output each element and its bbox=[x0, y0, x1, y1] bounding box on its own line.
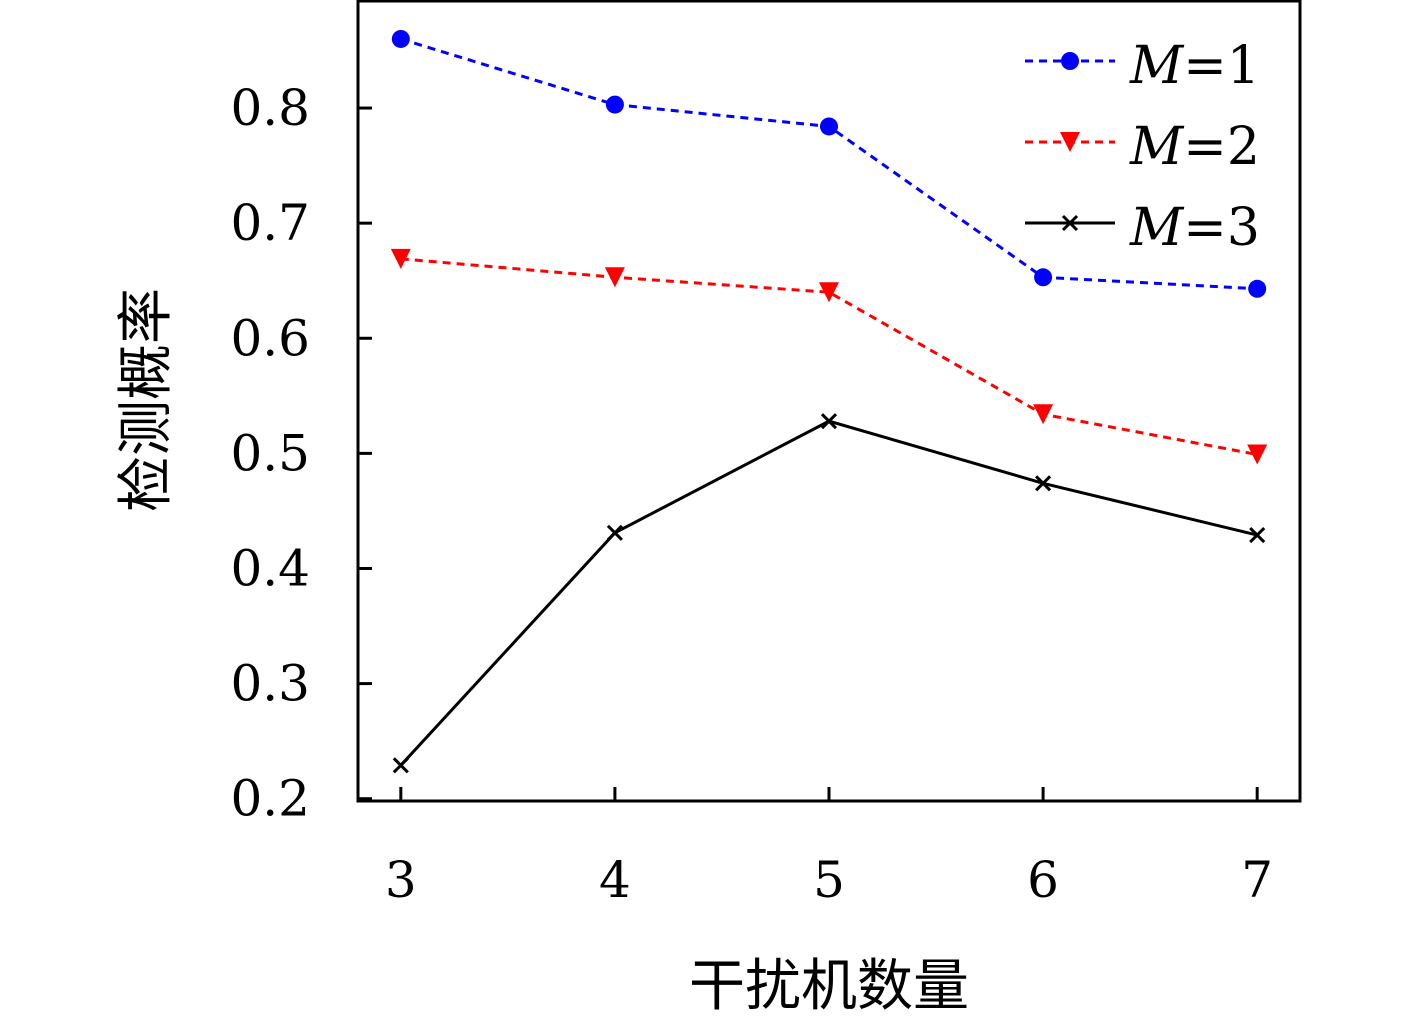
x-tick-label: 5 bbox=[813, 851, 845, 909]
legend-marker bbox=[1060, 132, 1080, 152]
x-axis-label: 干扰机数量 bbox=[689, 954, 969, 1017]
data-point bbox=[391, 29, 410, 48]
legend-label: M=1 bbox=[1129, 36, 1260, 96]
legend-marker bbox=[1061, 214, 1079, 232]
series-3 bbox=[392, 413, 1266, 774]
legend-entry-3: M=3 bbox=[1025, 198, 1260, 258]
y-axis-label: 检测概率 bbox=[114, 288, 179, 512]
data-point bbox=[820, 117, 838, 136]
legend-entry-2: M=2 bbox=[1025, 117, 1260, 177]
series-line bbox=[399, 419, 1258, 767]
data-point bbox=[605, 95, 624, 114]
y-tick-label: 0.6 bbox=[230, 309, 310, 367]
legend-entry-1: M=1 bbox=[1025, 36, 1260, 96]
y-tick-label: 0.3 bbox=[230, 655, 310, 713]
legend-marker bbox=[1061, 52, 1079, 70]
y-tick-label: 0.8 bbox=[230, 79, 310, 137]
data-point bbox=[390, 248, 411, 269]
data-point bbox=[1034, 268, 1053, 287]
y-tick-label: 0.5 bbox=[230, 424, 310, 482]
legend-label: M=3 bbox=[1129, 198, 1260, 258]
data-point bbox=[820, 413, 838, 430]
x-tick-label: 4 bbox=[599, 851, 631, 909]
legend-label: M=2 bbox=[1129, 117, 1260, 177]
y-tick-label: 0.4 bbox=[230, 539, 310, 597]
data-point bbox=[392, 757, 409, 774]
x-tick-label: 7 bbox=[1241, 851, 1273, 909]
data-point bbox=[1247, 444, 1268, 465]
data-point bbox=[819, 282, 839, 303]
x-tick-label: 3 bbox=[385, 851, 417, 909]
y-tick-label: 0.7 bbox=[230, 194, 310, 252]
series-line bbox=[400, 257, 1258, 456]
series-line bbox=[400, 37, 1258, 291]
data-point bbox=[1033, 404, 1054, 425]
series-1 bbox=[391, 29, 1267, 298]
data-point bbox=[1248, 279, 1267, 298]
data-point bbox=[604, 267, 625, 288]
data-point bbox=[1035, 475, 1052, 492]
y-tick-label: 0.2 bbox=[230, 770, 310, 828]
data-point bbox=[606, 524, 623, 541]
x-tick-label: 6 bbox=[1027, 851, 1059, 909]
data-point bbox=[1249, 527, 1266, 544]
series-2 bbox=[390, 248, 1268, 465]
